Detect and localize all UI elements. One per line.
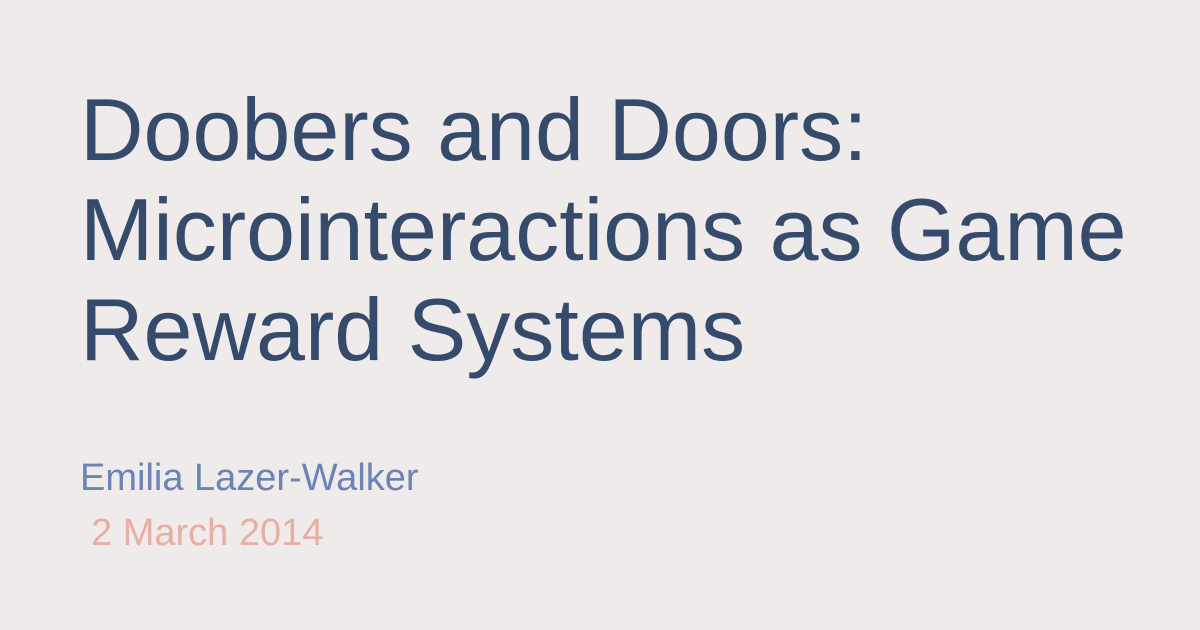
slide-title-line-1: Doobers and Doors: — [80, 80, 868, 179]
slide-title-line-3: Reward Systems — [80, 280, 746, 379]
slide-title: Doobers and Doors: Microinteractions as … — [80, 80, 1190, 380]
author-name: Emilia Lazer-Walker — [80, 457, 419, 499]
presentation-date: 2 March 2014 — [91, 512, 324, 554]
slide-title-line-2: Microinteractions as Game — [80, 180, 1127, 279]
